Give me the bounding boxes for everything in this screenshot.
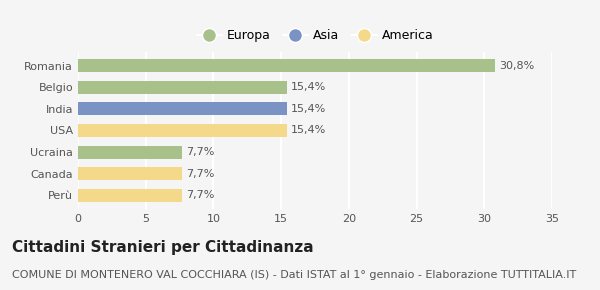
Text: 15,4%: 15,4% [290,104,326,114]
Bar [78,81,287,94]
Text: Cittadini Stranieri per Cittadinanza: Cittadini Stranieri per Cittadinanza [12,240,314,255]
Text: COMUNE DI MONTENERO VAL COCCHIARA (IS) - Dati ISTAT al 1° gennaio - Elaborazione: COMUNE DI MONTENERO VAL COCCHIARA (IS) -… [12,270,576,280]
Bar [78,59,495,72]
Bar [78,146,182,159]
Text: 7,7%: 7,7% [187,190,215,200]
Bar [78,189,182,202]
Legend: Europa, Asia, America: Europa, Asia, America [191,24,439,47]
Text: 7,7%: 7,7% [187,169,215,179]
Bar [78,102,287,115]
Bar [78,167,182,180]
Bar [78,124,287,137]
Text: 15,4%: 15,4% [290,82,326,92]
Text: 15,4%: 15,4% [290,126,326,135]
Text: 30,8%: 30,8% [499,61,535,71]
Text: 7,7%: 7,7% [187,147,215,157]
